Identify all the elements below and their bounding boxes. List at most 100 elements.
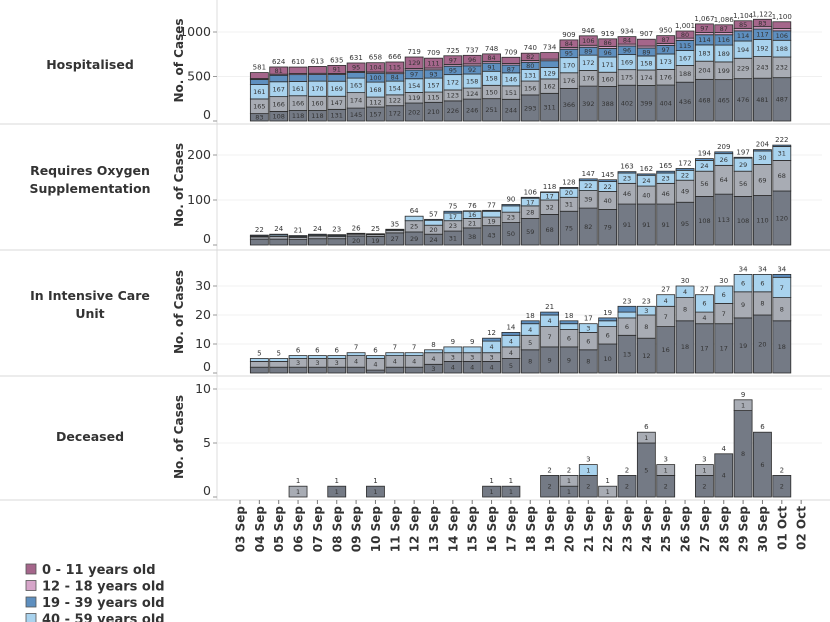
x-tick-label: 09 Sep [350,506,364,553]
total-label: 748 [485,45,498,53]
total-label: 12 [487,329,496,337]
bar-segment [675,30,695,39]
bar-segment [482,485,501,498]
segment-label: 124 [466,90,478,98]
bar-segment [327,234,347,236]
bar-segment [443,346,463,354]
total-label: 9 [470,338,474,346]
total-label: 64 [410,207,419,215]
segment-label: 6 [741,279,745,287]
segment-label: 84 [487,54,495,62]
y-tick-label: 30 [195,278,211,293]
segment-label: 117 [756,31,768,39]
total-label: 6 [644,423,649,431]
segment-label: 91 [333,66,341,74]
segment-label: 251 [485,106,497,114]
bar-segment [346,62,366,72]
segment-label: 6 [760,461,764,469]
bar-segment [443,210,463,214]
total-label: 34 [777,265,786,273]
segment-label: 1 [606,488,610,496]
segment-label: 111 [427,59,439,67]
segment-label: 19 [487,218,495,226]
segment-label: 43 [487,232,495,240]
bar-segment [366,369,385,374]
bar-segment [346,72,366,79]
bar-segment [714,151,734,155]
segment-label: 24 [642,177,650,185]
bar-segment [249,238,269,246]
segment-label: 110 [756,217,768,225]
bar-segment [578,323,598,333]
y-tick-label: 0 [203,231,211,246]
segment-label: 169 [331,85,343,93]
y-tick-label: 5 [203,435,211,450]
segment-label: 4 [373,361,377,369]
segment-label: 6 [625,323,629,331]
segment-label: 40 [642,191,650,199]
legend-swatch [25,563,37,575]
segment-label: 4 [393,358,397,366]
bar-segment [249,234,269,237]
total-label: 172 [678,160,691,168]
bar-segment [501,331,521,336]
y-tick-label: 0 [203,359,211,374]
segment-label: 4 [451,364,455,372]
segment-label: 129 [408,59,420,67]
bar-segment [520,320,540,325]
total-label: 1,100 [772,13,792,21]
segment-label: 46 [662,190,670,198]
segment-label: 1 [509,488,513,496]
x-tick-label: 06 Sep [292,506,306,553]
segment-label: 192 [756,44,768,52]
bar-segment [733,399,753,411]
total-label: 14 [506,323,515,331]
segment-label: 95 [352,63,360,71]
bar-segment [269,366,289,374]
total-label: 128 [562,178,575,186]
total-label: 737 [466,46,479,54]
legend-label: 19 - 39 years old [42,596,165,611]
bar-segment [501,204,521,207]
bar-segment [288,485,308,498]
x-tick-label: 27 Sep [698,506,712,553]
total-label: 631 [349,54,362,62]
segment-label: 173 [659,58,671,66]
segment-label: 129 [543,69,555,77]
y-axis-label: No. of Cases [172,395,186,479]
x-tick-label: 29 Sep [737,506,751,553]
segment-label: 7 [548,333,552,341]
x-tick-label: 12 Sep [408,506,422,553]
segment-label: 468 [698,96,710,104]
legend-label: 40 - 59 years old [42,613,165,622]
segment-label: 172 [582,59,594,67]
bar-segment [366,62,385,73]
segment-label: 2 [664,483,668,491]
bar-segment [366,355,385,359]
bar-segment [695,23,714,33]
x-tick-label: 14 Sep [446,506,460,553]
total-label: 719 [407,48,420,56]
panel-label: Hospitalised [46,57,134,72]
segment-label: 1 [644,434,648,442]
segment-label: 392 [582,100,594,108]
total-label: 734 [543,44,557,52]
segment-label: 17 [526,198,534,206]
total-label: 725 [446,47,459,55]
segment-label: 7 [780,284,784,292]
total-label: 145 [601,171,614,179]
segment-label: 168 [369,86,381,94]
segment-label: 246 [466,106,478,114]
segment-label: 80 [526,62,534,70]
bar-segment [307,355,327,359]
total-label: 1 [605,477,609,485]
segment-label: 2 [586,483,590,491]
legend-swatch [25,596,37,608]
segment-label: 86 [604,39,612,47]
total-label: 90 [506,196,515,204]
segment-label: 106 [776,32,788,40]
segment-label: 115 [427,93,439,101]
bar-segment [288,366,308,374]
total-label: 76 [468,202,477,210]
total-label: 75 [448,202,457,210]
